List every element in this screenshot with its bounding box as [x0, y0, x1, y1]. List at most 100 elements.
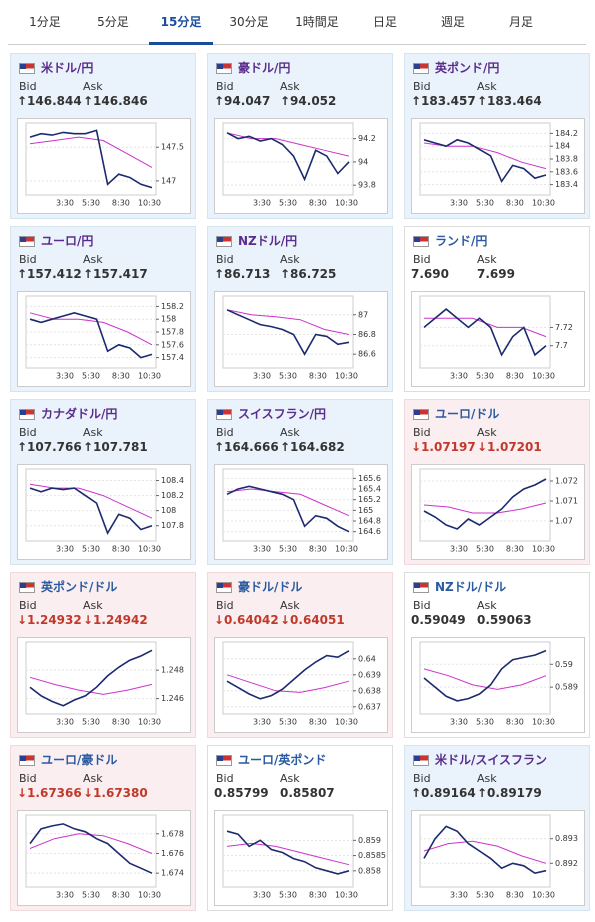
x-tick-label: 5:30	[279, 891, 297, 900]
x-tick-label: 10:30	[138, 545, 161, 554]
pair-name[interactable]: 豪ドル/ドル	[238, 580, 303, 594]
mini-chart: 94.2 94 93.8 3:30 5:30 8:30 10:30	[214, 118, 388, 214]
pair-name[interactable]: 米ドル/円	[41, 61, 94, 75]
x-tick-label: 8:30	[309, 718, 327, 727]
ask-label: Ask	[280, 599, 300, 612]
y-tick-label: 1.246	[161, 694, 184, 703]
x-tick-label: 5:30	[82, 372, 100, 381]
y-tick-label: 147.5	[161, 143, 184, 152]
moving-average-line	[423, 840, 547, 864]
y-tick-label: 7.7	[555, 341, 568, 350]
pair-name[interactable]: NZドル/ドル	[435, 580, 507, 594]
tab[interactable]: 月足	[508, 15, 533, 29]
x-tick-label: 3:30	[253, 199, 271, 208]
rate-panel[interactable]: 豪ドル/円 Bid Ask ↑94.047 ↑94.052 94.2 94 93.8 3:30 5…	[207, 53, 393, 219]
bid-value: ↑0.89164	[411, 786, 476, 800]
flag-icon	[413, 582, 429, 593]
x-tick-label: 10:30	[532, 545, 555, 554]
rate-panel[interactable]: 英ポンド/円 Bid Ask ↑183.457 ↑183.464 184.2 184 183.…	[404, 53, 590, 219]
rate-panel[interactable]: NZドル/ドル Bid Ask 0.59049 0.59063 0.59 0.589 3:30…	[404, 572, 590, 738]
price-line	[29, 129, 153, 189]
rate-panel[interactable]: 英ポンド/ドル Bid Ask ↓1.24932 ↓1.24942 1.248 1.246 3…	[10, 572, 196, 738]
bid-label: Bid	[19, 80, 37, 93]
y-tick-label: 1.248	[161, 666, 184, 675]
y-tick-label: 147	[161, 176, 176, 185]
rate-panel[interactable]: NZドル/円 Bid Ask ↑86.713 ↑86.725 87 86.8 86.6 3:30…	[207, 226, 393, 392]
bid-label: Bid	[413, 772, 431, 785]
bid-value: 0.59049	[411, 613, 466, 627]
rate-panel[interactable]: スイスフラン/円 Bid Ask ↑164.666 ↑164.682 165.6 165.4…	[207, 399, 393, 565]
pair-name[interactable]: ランド/円	[435, 234, 488, 248]
tab[interactable]: 1分足	[29, 15, 61, 29]
flag-icon	[216, 755, 232, 766]
rate-panel[interactable]: ユーロ/ドル Bid Ask ↓1.07197 ↓1.07201 1.072 1.071 1.…	[404, 399, 590, 565]
tab[interactable]: 5分足	[97, 15, 129, 29]
bid-label: Bid	[413, 426, 431, 439]
x-tick-label: 5:30	[82, 891, 100, 900]
pair-name[interactable]: スイスフラン/円	[238, 407, 327, 421]
rate-panel[interactable]: 豪ドル/ドル Bid Ask ↓0.64042 ↓0.64051 0.64 0.639 0.6…	[207, 572, 393, 738]
ask-label: Ask	[280, 772, 300, 785]
bid-value: ↑107.766	[17, 440, 82, 454]
pair-name[interactable]: 米ドル/スイスフラン	[435, 753, 548, 767]
bid-value: ↑94.047	[214, 94, 271, 108]
x-tick-label: 10:30	[138, 718, 161, 727]
x-tick-label: 3:30	[56, 891, 74, 900]
ask-value: ↑183.464	[477, 94, 542, 108]
rate-panel[interactable]: ランド/円 Bid Ask 7.690 7.699 7.72 7.7 3:30 5:30 8:30…	[404, 226, 590, 392]
tab[interactable]: 15分足	[149, 0, 213, 45]
ask-value: ↑107.781	[83, 440, 148, 454]
flag-icon	[216, 236, 232, 247]
pair-name[interactable]: 豪ドル/円	[238, 61, 291, 75]
rate-panel[interactable]: ユーロ/円 Bid Ask ↑157.412 ↑157.417 158.2 158 157.8…	[10, 226, 196, 392]
y-tick-label: 1.072	[555, 477, 578, 486]
plot-area	[222, 468, 354, 542]
ask-value: ↓0.64051	[280, 613, 345, 627]
x-tick-label: 3:30	[450, 891, 468, 900]
bid-label: Bid	[413, 80, 431, 93]
y-tick-label: 183.4	[555, 180, 578, 189]
x-tick-label: 3:30	[450, 545, 468, 554]
y-tick-label: 94	[358, 157, 368, 166]
x-tick-label: 10:30	[138, 891, 161, 900]
moving-average-line	[29, 833, 153, 854]
y-tick-label: 108.2	[161, 491, 184, 500]
tab[interactable]: 1時間足	[295, 15, 339, 29]
pair-name[interactable]: カナダドル/円	[41, 407, 118, 421]
rate-panel[interactable]: 米ドル/スイスフラン Bid Ask ↑0.89164 ↑0.89179 0.893 0.8…	[404, 745, 590, 911]
bid-value: ↓1.67366	[17, 786, 82, 800]
plot-area	[25, 814, 157, 888]
pair-name[interactable]: ユーロ/円	[41, 234, 94, 248]
pair-name[interactable]: ユーロ/ドル	[435, 407, 500, 421]
y-tick-label: 0.589	[555, 683, 578, 692]
rate-panel[interactable]: カナダドル/円 Bid Ask ↑107.766 ↑107.781 108.4 108.2 1…	[10, 399, 196, 565]
pair-name[interactable]: 英ポンド/円	[435, 61, 500, 75]
rate-panel[interactable]: ユーロ/豪ドル Bid Ask ↓1.67366 ↓1.67380 1.678 1.676 1…	[10, 745, 196, 911]
x-tick-label: 5:30	[279, 199, 297, 208]
pair-name[interactable]: ユーロ/英ポンド	[238, 753, 327, 767]
tab[interactable]: 週足	[440, 15, 465, 29]
rate-panel[interactable]: ユーロ/英ポンド Bid Ask 0.85799 0.85807 0.859 0.8585 0…	[207, 745, 393, 911]
pair-name[interactable]: ユーロ/豪ドル	[41, 753, 118, 767]
ask-label: Ask	[83, 426, 103, 439]
ask-value: ↓1.67380	[83, 786, 148, 800]
pair-name[interactable]: NZドル/円	[238, 234, 298, 248]
x-tick-label: 8:30	[506, 199, 524, 208]
timeframe-tabs: 1分足 5分足 15分足 30分足 1時間足 日足 週足 月足	[8, 0, 586, 45]
y-tick-label: 0.892	[555, 859, 578, 868]
ask-label: Ask	[477, 80, 497, 93]
ask-value: 0.59063	[477, 613, 532, 627]
tab[interactable]: 日足	[372, 15, 397, 29]
bid-value: ↓0.64042	[214, 613, 279, 627]
y-tick-label: 108.4	[161, 476, 184, 485]
x-tick-label: 5:30	[476, 718, 494, 727]
moving-average-line	[29, 136, 153, 168]
y-tick-label: 87	[358, 310, 368, 319]
bid-label: Bid	[216, 599, 234, 612]
tab[interactable]: 30分足	[229, 15, 269, 29]
pair-name[interactable]: 英ポンド/ドル	[41, 580, 118, 594]
x-tick-label: 3:30	[56, 372, 74, 381]
rate-panel[interactable]: 米ドル/円 Bid Ask ↑146.844 ↑146.846 147.5 147 3:30 5…	[10, 53, 196, 219]
x-tick-label: 10:30	[335, 718, 358, 727]
ask-label: Ask	[280, 80, 300, 93]
